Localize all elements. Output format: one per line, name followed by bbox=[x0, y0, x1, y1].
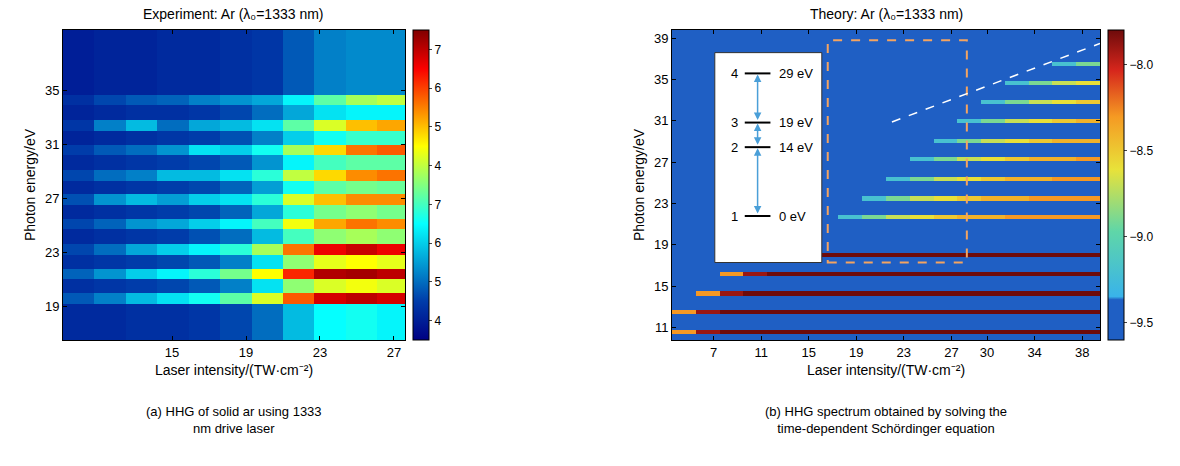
svg-text:23: 23 bbox=[654, 196, 668, 211]
svg-text:23: 23 bbox=[313, 345, 327, 360]
svg-text:29 eV: 29 eV bbox=[779, 66, 813, 81]
svg-text:−8.5: −8.5 bbox=[1129, 144, 1153, 158]
svg-text:5: 5 bbox=[434, 120, 441, 134]
svg-text:39: 39 bbox=[654, 31, 668, 46]
svg-text:−9.0: −9.0 bbox=[1129, 230, 1153, 244]
svg-text:7: 7 bbox=[710, 345, 717, 360]
svg-text:15: 15 bbox=[801, 345, 815, 360]
svg-text:−8.0: −8.0 bbox=[1129, 58, 1153, 72]
svg-text:35: 35 bbox=[654, 72, 668, 87]
svg-text:Laser intensity/(TW·cm⁻²): Laser intensity/(TW·cm⁻²) bbox=[807, 362, 965, 378]
svg-text:5: 5 bbox=[434, 275, 441, 289]
svg-text:7: 7 bbox=[434, 198, 441, 212]
svg-text:6: 6 bbox=[434, 236, 441, 250]
svg-text:2: 2 bbox=[731, 140, 738, 155]
svg-text:3: 3 bbox=[731, 115, 738, 130]
svg-text:27: 27 bbox=[944, 345, 958, 360]
svg-text:4: 4 bbox=[434, 314, 441, 328]
svg-text:Experiment: Ar (λ₀=1333 nm): Experiment: Ar (λ₀=1333 nm) bbox=[143, 6, 324, 22]
svg-text:31: 31 bbox=[654, 113, 668, 128]
svg-text:7: 7 bbox=[434, 43, 441, 57]
svg-text:15: 15 bbox=[654, 279, 668, 294]
svg-text:11: 11 bbox=[754, 345, 768, 360]
svg-text:19: 19 bbox=[45, 299, 59, 314]
svg-text:0 eV: 0 eV bbox=[779, 209, 806, 224]
svg-text:19: 19 bbox=[654, 237, 668, 252]
svg-text:23: 23 bbox=[45, 245, 59, 260]
svg-text:Photon energy/eV: Photon energy/eV bbox=[631, 128, 647, 241]
svg-text:Photon energy/eV: Photon energy/eV bbox=[22, 128, 38, 241]
svg-text:(a) HHG of solid ar using 1333: (a) HHG of solid ar using 1333nm drive l… bbox=[146, 404, 322, 436]
svg-text:35: 35 bbox=[45, 83, 59, 98]
svg-text:4: 4 bbox=[731, 66, 738, 81]
svg-text:14 eV: 14 eV bbox=[779, 140, 813, 155]
svg-text:27: 27 bbox=[45, 191, 59, 206]
svg-text:19: 19 bbox=[849, 345, 863, 360]
svg-text:(b) HHG spectrum obtained by s: (b) HHG spectrum obtained by solving the… bbox=[765, 404, 1007, 436]
svg-text:1: 1 bbox=[731, 209, 738, 224]
svg-text:Theory: Ar (λ₀=1333 nm): Theory: Ar (λ₀=1333 nm) bbox=[810, 6, 963, 22]
svg-text:4: 4 bbox=[434, 159, 441, 173]
svg-text:34: 34 bbox=[1027, 345, 1041, 360]
svg-text:23: 23 bbox=[897, 345, 911, 360]
svg-text:Laser intensity/(TW·cm⁻²): Laser intensity/(TW·cm⁻²) bbox=[155, 362, 313, 378]
svg-text:15: 15 bbox=[165, 345, 179, 360]
svg-text:−9.5: −9.5 bbox=[1129, 316, 1153, 330]
svg-text:31: 31 bbox=[45, 137, 59, 152]
svg-text:27: 27 bbox=[654, 155, 668, 170]
svg-text:38: 38 bbox=[1075, 345, 1089, 360]
svg-text:27: 27 bbox=[387, 345, 401, 360]
svg-text:19 eV: 19 eV bbox=[779, 115, 813, 130]
svg-text:30: 30 bbox=[980, 345, 994, 360]
svg-text:6: 6 bbox=[434, 81, 441, 95]
svg-text:19: 19 bbox=[239, 345, 253, 360]
svg-text:11: 11 bbox=[655, 320, 669, 335]
